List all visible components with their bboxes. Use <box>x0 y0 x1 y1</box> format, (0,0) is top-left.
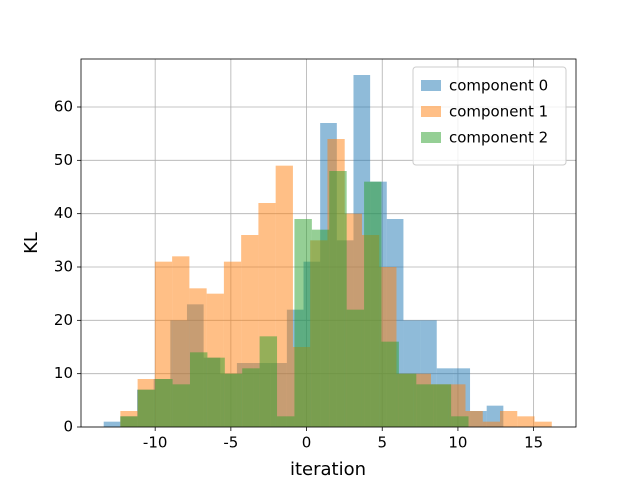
bar <box>517 416 535 427</box>
bar <box>120 416 138 427</box>
bar <box>242 368 260 427</box>
bar <box>381 341 399 427</box>
y-tick-label: 60 <box>54 98 73 116</box>
bar <box>259 336 278 427</box>
bar <box>451 416 469 427</box>
legend-box <box>412 66 567 166</box>
bar <box>500 411 518 427</box>
y-tick-label: 50 <box>54 151 73 169</box>
bar <box>482 421 501 427</box>
legend-label: component 2 <box>449 129 548 147</box>
x-tick-label: 15 <box>524 434 543 452</box>
bar <box>398 373 417 427</box>
bar <box>534 421 552 427</box>
bar <box>364 181 382 427</box>
y-tick-label: 0 <box>63 418 73 436</box>
y-axis-label: KL <box>21 232 42 254</box>
bar <box>224 373 243 427</box>
bar <box>294 219 312 427</box>
bar <box>277 416 295 427</box>
x-axis-label: iteration <box>290 459 366 480</box>
bar <box>346 309 365 427</box>
x-tick-label: 5 <box>377 434 387 452</box>
bar <box>311 229 330 427</box>
bar <box>103 421 121 427</box>
y-tick-label: 40 <box>54 204 73 222</box>
legend-swatch <box>421 106 441 117</box>
bar <box>416 384 434 427</box>
bar <box>189 352 208 427</box>
bar <box>329 171 347 427</box>
plot-frame <box>80 58 577 428</box>
x-tick-label: 10 <box>448 434 467 452</box>
bar <box>275 165 293 427</box>
legend-swatch <box>421 132 441 143</box>
x-tick-label: -5 <box>223 434 238 452</box>
x-tick-label: 0 <box>302 434 312 452</box>
bar <box>137 389 156 427</box>
y-tick-label: 20 <box>54 311 73 329</box>
y-tick-label: 30 <box>54 258 73 276</box>
legend-label: component 0 <box>449 77 548 95</box>
bar <box>207 357 225 427</box>
bar <box>465 411 483 427</box>
bar <box>172 384 190 427</box>
bar <box>433 384 452 427</box>
legend-label: component 1 <box>449 103 548 121</box>
bar <box>155 379 173 427</box>
legend-swatch <box>421 80 441 91</box>
y-tick-label: 10 <box>54 364 73 382</box>
x-tick-label: -10 <box>143 434 168 452</box>
legend: component 0 component 1 component 2 <box>412 66 567 166</box>
